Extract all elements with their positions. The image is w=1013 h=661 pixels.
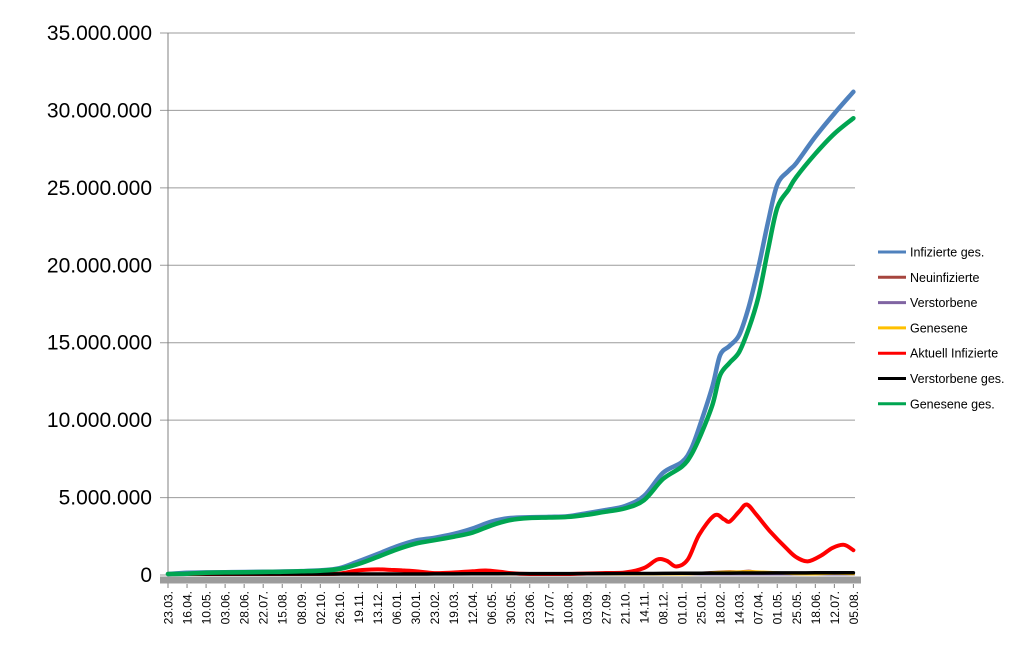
x-axis-label: 22.07. (257, 591, 271, 624)
legend-label: Genesene (910, 321, 968, 335)
series-line-verstorbene-ges (166, 571, 856, 576)
x-axis-label: 18.06. (809, 591, 823, 624)
x-axis-label: 13.12. (371, 591, 385, 624)
x-axis-label: 06.05. (485, 591, 499, 624)
x-axis-label: 03.09. (580, 591, 594, 624)
x-axis-label: 17.07. (542, 591, 556, 624)
x-axis-label: 27.09. (599, 591, 613, 624)
x-axis-label: 30.05. (504, 591, 518, 624)
x-axis-label: 16.04. (181, 591, 195, 624)
x-axis-label: 25.05. (790, 591, 804, 624)
series-line-aktuell-infizierte (166, 502, 856, 576)
legend-item-aktuell-infizierte: Aktuell Infizierte (878, 347, 998, 361)
x-axis-label: 01.01. (676, 591, 690, 624)
x-axis-label: 01.05. (771, 591, 785, 624)
x-axis-label: 08.09. (295, 591, 309, 624)
x-axis-label: 28.06. (238, 591, 252, 624)
x-axis-label: 06.01. (390, 591, 404, 624)
legend-item-verstorbene: Verstorbene (878, 296, 977, 310)
x-axis-label: 23.03. (162, 591, 176, 624)
y-axis-label: 5.000.000 (59, 487, 152, 510)
x-axis-label: 14.03. (733, 591, 747, 624)
x-axis-label: 19.03. (447, 591, 461, 624)
legend-label: Neuinfizierte (910, 271, 980, 285)
y-axis-label: 10.000.000 (47, 409, 152, 432)
legend-label: Infizierte ges. (910, 246, 984, 260)
y-axis-label: 35.000.000 (47, 22, 152, 45)
x-axis-label: 14.11. (638, 591, 652, 623)
x-axis-label: 19.11. (352, 591, 366, 623)
x-axis-label: 05.08. (847, 591, 861, 624)
y-axis-label: 30.000.000 (47, 99, 152, 122)
x-axis-bar (160, 576, 861, 584)
legend-item-neuinfizierte: Neuinfizierte (878, 271, 980, 285)
x-axis-label: 23.06. (523, 591, 537, 624)
x-axis-label: 25.01. (695, 591, 709, 624)
y-axis-label: 25.000.000 (47, 177, 152, 200)
x-axis-label: 15.08. (276, 591, 290, 624)
legend-item-genesene: Genesene (878, 321, 968, 335)
x-axis-label: 12.04. (466, 591, 480, 624)
series-line-genesene-ges (165, 115, 856, 577)
series-line-infizierte-ges (165, 89, 856, 577)
legend-label: Verstorbene ges. (910, 372, 1005, 386)
x-axis-label: 26.10. (333, 591, 347, 624)
legend-item-infizierte-ges: Infizierte ges. (878, 246, 984, 260)
x-axis-label: 18.02. (714, 591, 728, 624)
y-axis-label: 15.000.000 (47, 332, 152, 355)
x-axis-label: 07.04. (752, 591, 766, 624)
x-axis-label: 02.10. (314, 591, 328, 624)
legend-item-verstorbene-ges: Verstorbene ges. (878, 372, 1005, 386)
legend-label: Aktuell Infizierte (910, 347, 998, 361)
x-axis-label: 12.07. (828, 591, 842, 624)
x-axis-label: 08.12. (657, 591, 671, 624)
x-axis-label: 03.06. (219, 591, 233, 624)
x-axis-label: 10.08. (561, 591, 575, 624)
legend-label: Verstorbene (910, 296, 977, 310)
x-axis-label: 10.05. (200, 591, 214, 624)
x-axis-label: 21.10. (618, 591, 632, 624)
x-axis-label: 23.02. (428, 591, 442, 624)
y-axis-label: 20.000.000 (47, 254, 152, 277)
x-axis-label: 30.01. (409, 591, 423, 624)
legend-item-genesene-ges: Genesene ges. (878, 397, 995, 411)
y-axis-label: 0 (140, 564, 152, 587)
legend-label: Genesene ges. (910, 397, 995, 411)
